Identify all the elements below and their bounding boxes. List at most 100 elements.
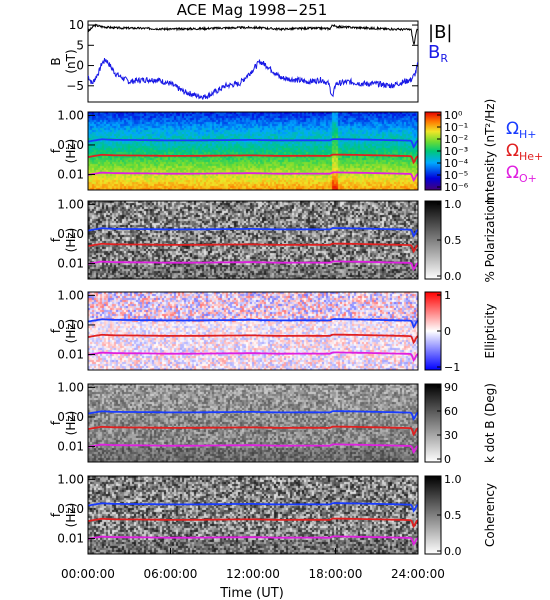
ytick-label: 1.00 <box>57 472 84 486</box>
ytick-label: 0.01 <box>57 532 84 546</box>
xtick-label: 06:00:00 <box>144 567 198 581</box>
o-gyro-line <box>87 535 419 546</box>
ytick-label: 0.10 <box>57 318 84 332</box>
spectrogram-image <box>88 476 418 554</box>
colorbar-tick-label: 30 <box>444 429 458 442</box>
colorbar-tick-label: 10⁻³ <box>444 145 468 158</box>
colorbar <box>424 383 442 463</box>
o-gyro-line <box>87 171 419 182</box>
spectrogram-panel-intensity: 1.00 0.10 0.01 f (Hz) 10⁰10⁻¹10⁻²10⁻³10⁻⁴10⁻⁵… <box>49 99 543 204</box>
colorbar-tick-label: 0.5 <box>444 509 462 522</box>
ytick-label: 0.10 <box>57 138 84 152</box>
ytick-label: 1.00 <box>57 380 84 394</box>
o-gyro-line <box>87 351 419 362</box>
colorbar-tick-label: 10⁻⁶ <box>444 181 469 194</box>
colorbar-tick-label: 1.0 <box>444 198 462 211</box>
chart-title: ACE Mag 1998−251 <box>177 1 328 19</box>
legend-btotal: |B| <box>428 22 452 43</box>
colorbar-tick-label: 0.0 <box>444 545 462 558</box>
spectrogram-image <box>88 384 418 462</box>
colorbar-tick-label: 0 <box>444 453 451 466</box>
gyro-legend-label: ΩHe+ <box>506 141 543 163</box>
spectrogram-panel-k-dot-b: 1.00 0.10 0.01 f (Hz) 90 60 30 0 k dot B (Deg) <box>49 380 497 466</box>
b-panel-frame <box>87 20 419 103</box>
h-gyro-line <box>87 410 419 421</box>
ylabel-top: f <box>49 237 63 242</box>
colorbar-label: k dot B (Deg) <box>483 383 497 463</box>
b-ytick-label: 0 <box>76 59 84 73</box>
colorbar-tick-label: 0 <box>444 325 451 338</box>
gyro-legend-subscript: H+ <box>519 128 537 141</box>
panel-frame <box>87 291 419 371</box>
colorbar-tick-label: 90 <box>444 381 458 394</box>
spectrogram-panel-polarization: 1.00 0.10 0.01 f (Hz) 1.0 0.5 0.0 % Polarization <box>49 197 497 283</box>
ytick-label: 1.00 <box>57 197 84 211</box>
xtick-label: 00:00:00 <box>61 567 115 581</box>
gyro-legend-subscript: O+ <box>519 172 537 185</box>
panel-frame <box>87 111 419 191</box>
b-ylabel-bottom: (nT) <box>64 49 78 73</box>
spectrogram-image <box>88 112 418 190</box>
ytick-label: 0.10 <box>57 410 84 424</box>
colorbar-tick-label: 1.0 <box>444 473 462 486</box>
panel-frame <box>87 200 419 280</box>
ytick-label: 0.10 <box>57 502 84 516</box>
gyro-legend-label: ΩO+ <box>506 163 537 185</box>
o-gyro-line <box>87 443 419 454</box>
ylabel-bottom: (Hz) <box>64 319 78 344</box>
h-gyro-line <box>87 138 419 149</box>
panel-frame <box>87 383 419 463</box>
spectrogram-panel-coherency: 1.00 0.10 0.01 f (Hz) 1.0 0.5 0.0 Coherency <box>49 472 497 558</box>
gyro-legend-subscript: He+ <box>519 150 543 163</box>
ytick-label: 0.01 <box>57 168 84 182</box>
xtick-label: 18:00:00 <box>309 567 363 581</box>
colorbar-tick-label: 60 <box>444 405 458 418</box>
gyro-legend-label: ΩH+ <box>506 119 537 141</box>
he-gyro-line <box>87 333 419 345</box>
ytick-label: 1.00 <box>57 288 84 302</box>
ylabel-bottom: (Hz) <box>64 228 78 253</box>
ylabel-top: f <box>49 328 63 333</box>
btotal-series-line <box>87 23 419 46</box>
colorbar-tick-label: 1 <box>444 289 451 302</box>
ylabel-top: f <box>49 420 63 425</box>
colorbar-tick-label: 10⁻⁵ <box>444 169 468 182</box>
colorbar-label: % Polarization <box>483 198 497 283</box>
legend-br-subscript: R <box>440 52 448 65</box>
ylabel-top: f <box>49 512 63 517</box>
ytick-label: 0.10 <box>57 227 84 241</box>
ylabel-top: f <box>49 148 63 153</box>
he-gyro-line <box>87 517 419 529</box>
colorbar-label: Ellipticity <box>483 304 497 359</box>
xtick-label: 12:00:00 <box>226 567 280 581</box>
colorbar-tick-label: 0.5 <box>444 234 462 247</box>
h-gyro-line <box>87 227 419 238</box>
x-axis-label: Time (UT) <box>219 586 284 600</box>
he-gyro-line <box>87 242 419 254</box>
legend-br: BR <box>428 42 448 65</box>
he-gyro-line <box>87 153 419 165</box>
b-ylabel-top: B <box>49 57 63 65</box>
ytick-label: 1.00 <box>57 108 84 122</box>
ytick-label: 0.01 <box>57 440 84 454</box>
spectrogram-panel-ellipticity: 1.00 0.10 0.01 f (Hz) 1 0 −1 Ellipticity <box>49 288 497 374</box>
spectrogram-image <box>88 201 418 279</box>
colorbar-tick-label: 10⁻² <box>444 133 468 146</box>
ytick-label: 0.01 <box>57 348 84 362</box>
colorbar-tick-label: 10⁰ <box>444 109 463 122</box>
colorbar-tick-label: 0.0 <box>444 270 462 283</box>
colorbar-label: Intensity (nT²/Hz) <box>483 99 497 204</box>
colorbar-label: Coherency <box>483 483 497 547</box>
h-gyro-line <box>87 502 419 513</box>
o-gyro-line <box>87 260 419 271</box>
ylabel-bottom: (Hz) <box>64 411 78 436</box>
b-ytick-label: −5 <box>66 79 84 93</box>
spectrogram-image <box>88 292 418 370</box>
ylabel-bottom: (Hz) <box>64 503 78 528</box>
b-ytick-label: 10 <box>69 18 84 32</box>
ytick-label: 0.01 <box>57 257 84 271</box>
colorbar-tick-label: 10⁻⁴ <box>444 157 469 170</box>
colorbar-tick-label: −1 <box>444 361 460 374</box>
